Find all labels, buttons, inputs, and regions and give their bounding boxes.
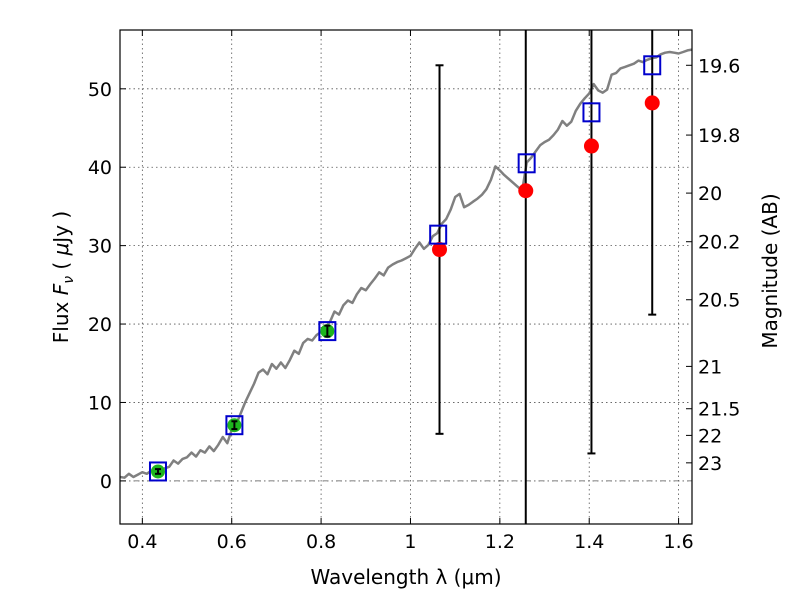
x-tick-label: 0.6: [217, 531, 247, 553]
blue-square-marker: [517, 153, 536, 174]
y-tick-label: 30: [88, 236, 112, 258]
x-tick-label: 1.2: [485, 531, 515, 553]
y-axis-title: Flux Fν ( μJy ): [49, 211, 77, 343]
blue-square-marker: [148, 461, 167, 482]
plot-area: [120, 48, 692, 479]
x-tick-label: 0.8: [306, 531, 336, 553]
y-title-part-3: ν: [61, 276, 77, 284]
red-data-point: [644, 95, 660, 111]
red-data-point: [518, 183, 534, 199]
blue-square-marker: [225, 415, 244, 436]
y-axis: 0 10 20 30 40 50: [88, 79, 126, 493]
blue-square-marker: [582, 102, 601, 123]
y-title-part-4: (: [49, 255, 73, 276]
magnitude-tick-label: 23: [698, 453, 722, 475]
magnitude-tick-label: 20.2: [698, 232, 740, 254]
errorbars-layer: [148, 30, 662, 524]
magnitude-axis: 19.6 19.8 20 20.2 20.5 21 21.5 22 23: [686, 55, 740, 475]
y-title-part-2: F: [49, 283, 73, 295]
x-axis: 0.4 0.6 0.8 1 1.2 1.4 1.6: [127, 30, 694, 553]
plot-background: [120, 30, 692, 524]
y-tick-label: 10: [88, 392, 112, 414]
magnitude-tick-label: 19.8: [698, 125, 740, 147]
magnitude-tick-label: 19.6: [698, 55, 740, 77]
blue-square-marker: [318, 321, 337, 342]
magnitude-tick-label: 20: [698, 183, 722, 205]
magnitude-tick-label: 21.5: [698, 399, 740, 421]
x-tick-label: 1.6: [663, 531, 693, 553]
model-spectrum-line: [120, 48, 692, 479]
magnitude-tick-label: 20.5: [698, 290, 740, 312]
y-tick-label: 0: [100, 471, 112, 493]
x-tick-label: 1.4: [574, 531, 604, 553]
y-tick-label: 50: [88, 79, 112, 101]
x-tick-label: 0.4: [127, 531, 157, 553]
magnitude-tick-label: 21: [698, 356, 722, 378]
x-tick-label: 1: [404, 531, 416, 553]
plot-frame: [119, 29, 693, 525]
y-tick-label: 40: [88, 157, 112, 179]
blue-square-marker: [429, 224, 448, 245]
magnitude-axis-title: Magnitude (AB): [758, 193, 782, 348]
blue-square-marker: [643, 55, 662, 76]
magnitude-tick-label: 22: [698, 425, 722, 447]
red-data-point: [432, 242, 448, 258]
y-title-part-6: Jy ): [49, 211, 73, 245]
red-data-point: [583, 138, 599, 154]
y-tick-label: 20: [88, 314, 112, 336]
y-title-part-5: μ: [49, 243, 73, 257]
y-title-part-1: Flux: [49, 295, 73, 343]
x-axis-title: Wavelength λ (μm): [310, 565, 501, 589]
